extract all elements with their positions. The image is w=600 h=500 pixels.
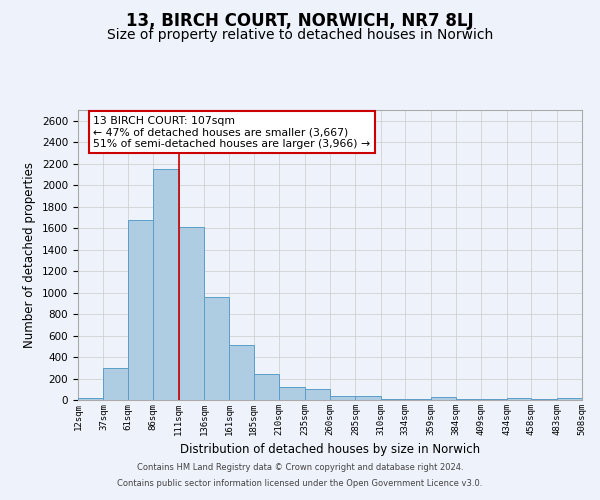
Bar [179,227,204,400]
Bar [153,169,179,400]
Bar [204,297,229,400]
Text: 13 BIRCH COURT: 107sqm
← 47% of detached houses are smaller (3,667)
51% of semi-: 13 BIRCH COURT: 107sqm ← 47% of detached… [93,116,370,149]
Bar [405,399,431,400]
Bar [103,368,128,400]
Bar [279,387,305,400]
Bar [78,398,103,400]
Bar [355,396,381,400]
Bar [128,220,153,400]
Text: 13, BIRCH COURT, NORWICH, NR7 8LJ: 13, BIRCH COURT, NORWICH, NR7 8LJ [126,12,474,30]
Bar [557,398,582,400]
Bar [330,396,355,400]
Text: Contains public sector information licensed under the Open Government Licence v3: Contains public sector information licen… [118,478,482,488]
Bar [381,399,405,400]
Bar [431,397,456,400]
Text: Contains HM Land Registry data © Crown copyright and database right 2024.: Contains HM Land Registry data © Crown c… [137,464,463,472]
Bar [305,390,330,400]
Y-axis label: Number of detached properties: Number of detached properties [23,162,37,348]
Bar [229,345,254,400]
Text: Size of property relative to detached houses in Norwich: Size of property relative to detached ho… [107,28,493,42]
Bar [254,374,279,400]
X-axis label: Distribution of detached houses by size in Norwich: Distribution of detached houses by size … [180,444,480,456]
Bar [507,398,531,400]
